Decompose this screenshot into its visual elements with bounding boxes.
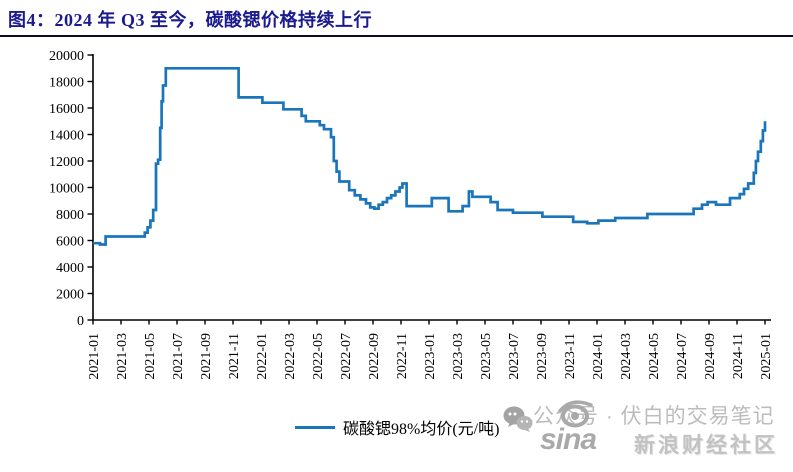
x-tick-label: 2023-03: [451, 333, 466, 380]
wechat-icon: [503, 406, 533, 432]
x-tick-label: 2023-11: [563, 333, 578, 379]
x-tick-label: 2024-03: [619, 333, 634, 380]
axes: [92, 54, 771, 321]
watermark-account-text: 公众号 · 伏白的交易笔记: [533, 405, 775, 428]
y-tick-label: 10000: [49, 182, 84, 197]
x-tick-label: 2023-05: [479, 333, 494, 380]
x-tick-label: 2021-09: [199, 333, 214, 380]
x-tick-label: 2024-07: [675, 333, 690, 380]
chart-legend: 碳酸锶98%均价(元/吨): [295, 415, 499, 439]
y-tick-label: 20000: [49, 49, 84, 64]
price-line: [93, 66, 767, 246]
x-tick-label: 2023-09: [535, 333, 550, 380]
x-tick-label: 2023-07: [507, 333, 522, 380]
y-tick-label: 6000: [56, 235, 84, 250]
x-tick-label: 2024-09: [703, 333, 718, 380]
x-tick-label: 2025-01: [759, 333, 774, 380]
y-tick-label: 14000: [49, 129, 84, 144]
x-tick-label: 2021-11: [227, 333, 242, 379]
x-tick-label: 2024-11: [731, 333, 746, 379]
title-rule: [0, 35, 793, 37]
y-tick-label: 0: [77, 314, 84, 329]
x-tick-label: 2024-05: [647, 333, 662, 380]
x-tick-label: 2022-09: [367, 333, 382, 380]
x-tick-label: 2021-03: [115, 333, 130, 380]
y-tick-label: 8000: [56, 208, 84, 223]
x-tick-label: 2024-01: [591, 333, 606, 380]
sina-eye-icon: [558, 400, 593, 428]
x-tick-label: 2023-01: [423, 333, 438, 380]
legend-line-swatch: [295, 425, 335, 429]
y-tick-label: 12000: [49, 155, 84, 170]
figure-title: 图4：2024 年 Q3 至今，碳酸锶价格持续上行: [8, 10, 372, 30]
y-tick-label: 16000: [49, 102, 84, 117]
price-chart: 0 2000 4000 6000 8000 10000 12000 14000 16000 180…: [49, 49, 774, 380]
x-tick-label: 2021-07: [171, 333, 186, 380]
x-tick-label: 2022-01: [255, 333, 270, 380]
y-tick-label: 18000: [49, 76, 84, 91]
sina-community-text: 新浪财经社区: [634, 434, 778, 457]
x-tick-label: 2022-07: [339, 333, 354, 380]
x-tick-label: 2022-05: [311, 333, 326, 380]
sina-logo-word: sina: [540, 423, 597, 456]
legend-label: 碳酸锶98%均价(元/吨): [343, 421, 500, 438]
x-tick-label: 2022-11: [395, 333, 410, 379]
x-tick-label: 2021-01: [87, 333, 102, 380]
y-tick-label: 4000: [56, 261, 84, 276]
x-tick-label: 2021-05: [143, 333, 158, 380]
y-tick-label: 2000: [56, 288, 84, 303]
x-tick-label: 2022-03: [283, 333, 298, 380]
